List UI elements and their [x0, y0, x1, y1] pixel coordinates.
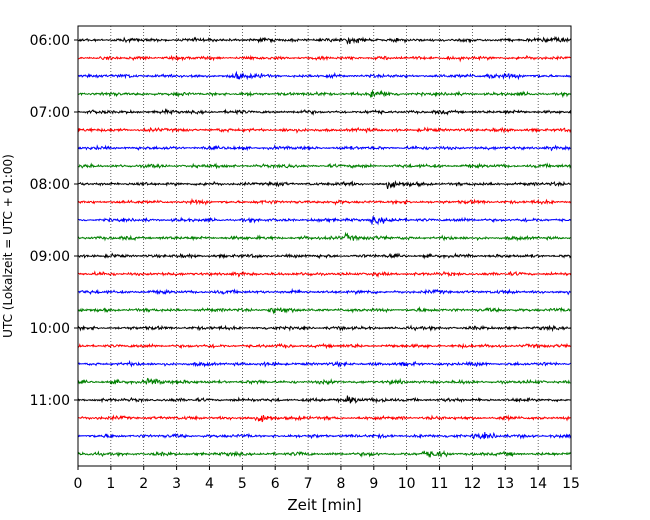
trace-0830 — [77, 216, 572, 226]
x-tick-label: 2 — [139, 476, 148, 492]
x-tick-label: 5 — [238, 476, 247, 492]
trace-0645 — [77, 89, 571, 99]
trace-0845 — [77, 231, 571, 242]
x-tick-label: 14 — [529, 476, 547, 492]
trace-1130 — [77, 431, 572, 440]
x-tick-label: 13 — [496, 476, 514, 492]
trace-0815 — [77, 197, 572, 206]
x-tick-label: 10 — [398, 476, 416, 492]
x-tick-label: 7 — [304, 476, 313, 492]
x-tick-label: 6 — [271, 476, 280, 492]
y-tick-label: 11:00 — [30, 393, 70, 409]
x-tick-label: 9 — [369, 476, 378, 492]
x-tick-label: 15 — [562, 476, 580, 492]
trace-1145 — [77, 449, 572, 458]
x-axis-ticks: 0 1 2 3 4 5 6 7 8 9 10 11 12 13 14 15 — [74, 466, 580, 492]
vertical-grid — [110, 26, 539, 466]
plot-frame — [77, 25, 572, 467]
trace-0600 — [77, 35, 572, 45]
trace-0630 — [77, 70, 571, 81]
trace-0700 — [77, 108, 572, 116]
trace-1115 — [77, 414, 571, 423]
trace-1045 — [77, 377, 571, 386]
trace-0730 — [77, 144, 571, 152]
trace-1000 — [77, 324, 571, 333]
trace-layer — [77, 35, 572, 458]
trace-0800 — [78, 179, 571, 190]
x-tick-label: 11 — [431, 476, 449, 492]
y-axis-label: UTC (Lokalzeit = UTC + 01:00) — [1, 154, 15, 338]
trace-0615 — [77, 54, 571, 63]
trace-1015 — [77, 342, 571, 350]
y-axis-ticks: 06:00 07:00 08:00 09:00 10:00 11:00 — [30, 33, 78, 409]
trace-0945 — [77, 306, 571, 315]
x-tick-label: 0 — [74, 476, 83, 492]
y-tick-label: 08:00 — [30, 177, 70, 193]
trace-0915 — [77, 270, 572, 278]
x-tick-label: 4 — [205, 476, 214, 492]
y-tick-label: 06:00 — [30, 33, 70, 49]
y-tick-label: 09:00 — [30, 249, 70, 265]
x-tick-label: 12 — [463, 476, 481, 492]
x-axis-label: Zeit [min] — [287, 496, 361, 514]
trace-0900 — [77, 252, 572, 260]
trace-0745 — [77, 162, 572, 170]
x-tick-label: 3 — [172, 476, 181, 492]
trace-0715 — [77, 126, 572, 134]
x-tick-label: 1 — [106, 476, 115, 492]
y-tick-label: 10:00 — [30, 321, 70, 337]
x-tick-label: 8 — [336, 476, 345, 492]
trace-1100 — [77, 395, 571, 404]
trace-1030 — [77, 359, 571, 368]
y-tick-label: 07:00 — [30, 105, 70, 121]
trace-0930 — [77, 287, 571, 296]
